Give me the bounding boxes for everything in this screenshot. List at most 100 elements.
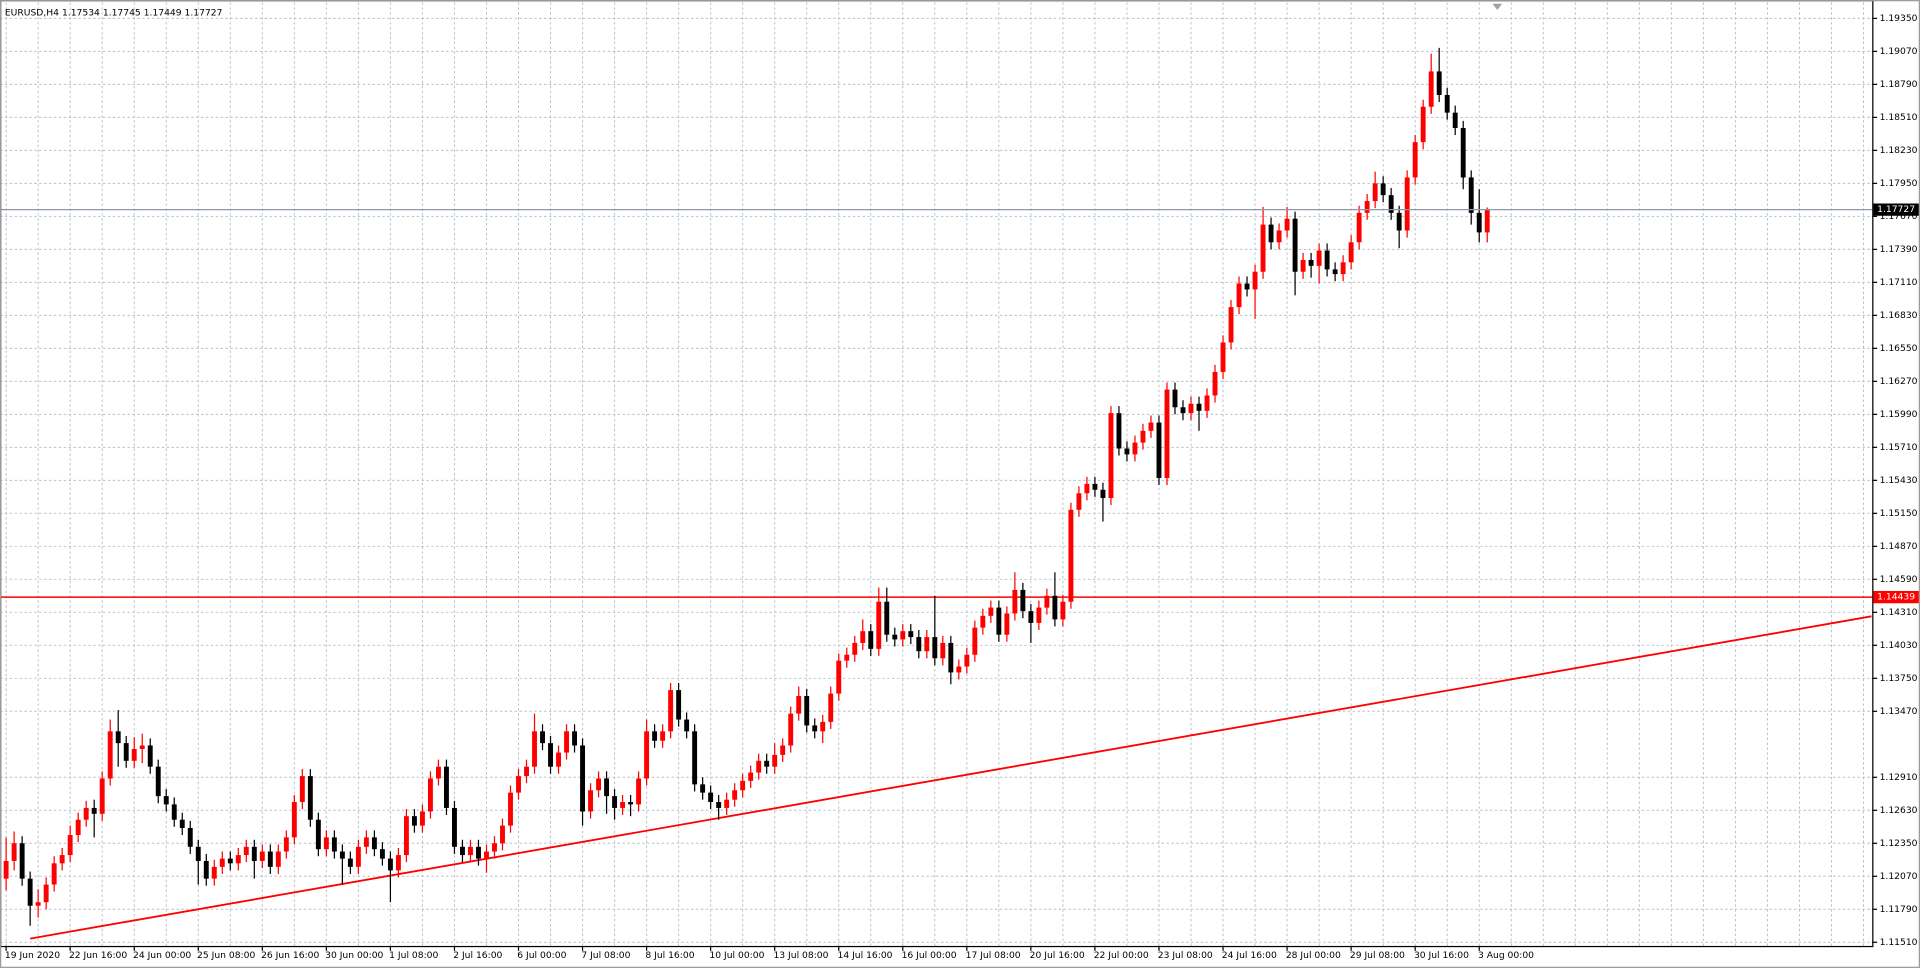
candle-body <box>1324 250 1330 270</box>
candle-body <box>91 807 97 814</box>
candle-body <box>868 631 874 649</box>
candle-body <box>516 776 521 793</box>
candle-body <box>444 766 449 808</box>
candle-body <box>27 878 33 906</box>
candle-body <box>572 731 577 746</box>
candle-body <box>1396 212 1402 231</box>
x-tick-label: 24 Jun 00:00 <box>133 950 191 961</box>
candle-body <box>860 631 866 643</box>
candle-body <box>251 846 257 861</box>
x-tick-label: 1 Jul 08:00 <box>389 950 438 961</box>
candle-body <box>556 752 561 767</box>
candle-body <box>636 778 642 805</box>
candle-body <box>51 863 57 885</box>
candle-body <box>844 654 850 661</box>
header-low: 1.17449 <box>144 7 182 18</box>
candle-body <box>1124 448 1130 455</box>
current-price-label: 1.17727 <box>1877 204 1915 215</box>
candle-body <box>1356 212 1362 243</box>
grid <box>0 2 1873 946</box>
candle-body <box>203 860 209 879</box>
y-tick-label: 1.19070 <box>1880 46 1918 57</box>
candle-body <box>83 807 89 820</box>
candle-body <box>1204 395 1210 411</box>
candle-body <box>1308 259 1314 266</box>
x-tick-label: 25 Jun 08:00 <box>197 950 255 961</box>
candle-body <box>1348 242 1354 263</box>
candle-body <box>227 858 233 864</box>
candle-body <box>307 776 313 820</box>
candle-body <box>1116 413 1122 449</box>
candle-body <box>267 851 273 867</box>
candle-body <box>964 654 970 667</box>
chart-header: EURUSD,H4 1.17534 1.17745 1.17449 1.1772… <box>5 7 223 18</box>
candle-body <box>115 731 121 744</box>
candle-body <box>1188 403 1194 414</box>
y-tick-label: 1.15430 <box>1880 475 1918 486</box>
current-price-box <box>1873 203 1919 216</box>
candle-body <box>243 846 249 856</box>
y-tick-label: 1.16270 <box>1880 376 1918 387</box>
candle-body <box>1292 218 1298 272</box>
candle-body <box>1244 283 1250 290</box>
candle-body <box>315 819 321 850</box>
candle-body <box>1092 483 1098 490</box>
candle-body <box>1108 413 1114 499</box>
candle-body <box>1228 307 1234 343</box>
candle-body <box>524 766 529 777</box>
x-tick-label: 17 Jul 08:00 <box>966 950 1021 961</box>
candle-body <box>884 601 890 635</box>
header-close: 1.17727 <box>185 7 223 18</box>
y-tick-label: 1.16830 <box>1880 310 1918 321</box>
candle-body <box>1332 269 1338 275</box>
x-tick-label: 26 Jun 16:00 <box>261 950 319 961</box>
candle-body <box>1004 613 1010 635</box>
candle-body <box>1156 422 1162 478</box>
candle-body <box>820 721 826 732</box>
x-tick-label: 22 Jun 16:00 <box>69 950 127 961</box>
y-tick-label: 1.19350 <box>1880 13 1918 24</box>
y-tick-label: 1.11510 <box>1880 937 1918 948</box>
candle-body <box>660 731 666 741</box>
y-tick-label: 1.11790 <box>1880 904 1918 915</box>
candle-body <box>275 851 281 867</box>
candle-body <box>131 749 137 761</box>
y-tick-label: 1.16550 <box>1880 343 1918 354</box>
candle-body <box>1036 607 1042 623</box>
candle-body <box>1372 183 1378 202</box>
candle-body <box>892 634 898 640</box>
y-tick-label: 1.12630 <box>1880 805 1918 816</box>
candle-body <box>339 851 345 859</box>
y-tick-label: 1.18510 <box>1880 112 1918 123</box>
candle-body <box>59 855 65 864</box>
candle-body <box>1260 224 1266 272</box>
candle-body <box>411 816 417 826</box>
candle-body <box>1052 595 1058 620</box>
x-tick-label: 3 Aug 00:00 <box>1478 950 1534 961</box>
candle-body <box>484 851 489 859</box>
candle-body <box>355 846 361 867</box>
candle-body <box>468 846 473 856</box>
candle-body <box>908 631 914 638</box>
header-high: 1.17745 <box>103 7 141 18</box>
x-tick-label: 20 Jul 16:00 <box>1030 950 1085 961</box>
candle-body <box>932 637 938 659</box>
x-tick-label: 7 Jul 08:00 <box>581 950 630 961</box>
y-tick-label: 1.14590 <box>1880 574 1918 585</box>
y-tick-label: 1.17950 <box>1880 178 1918 189</box>
y-tick-label: 1.12350 <box>1880 838 1918 849</box>
candle-body <box>299 776 305 803</box>
candle-body <box>435 766 441 779</box>
y-tick-label: 1.15710 <box>1880 442 1918 453</box>
y-tick-label: 1.18790 <box>1880 79 1918 90</box>
candle-body <box>708 792 714 803</box>
candle-body <box>1300 259 1306 272</box>
y-tick-label: 1.13470 <box>1880 706 1918 717</box>
candle-body <box>476 846 481 859</box>
candle-body <box>676 690 682 720</box>
plot <box>0 47 1873 940</box>
candle-body <box>1388 195 1394 213</box>
candle-body <box>460 846 465 856</box>
candle-body <box>508 792 513 826</box>
